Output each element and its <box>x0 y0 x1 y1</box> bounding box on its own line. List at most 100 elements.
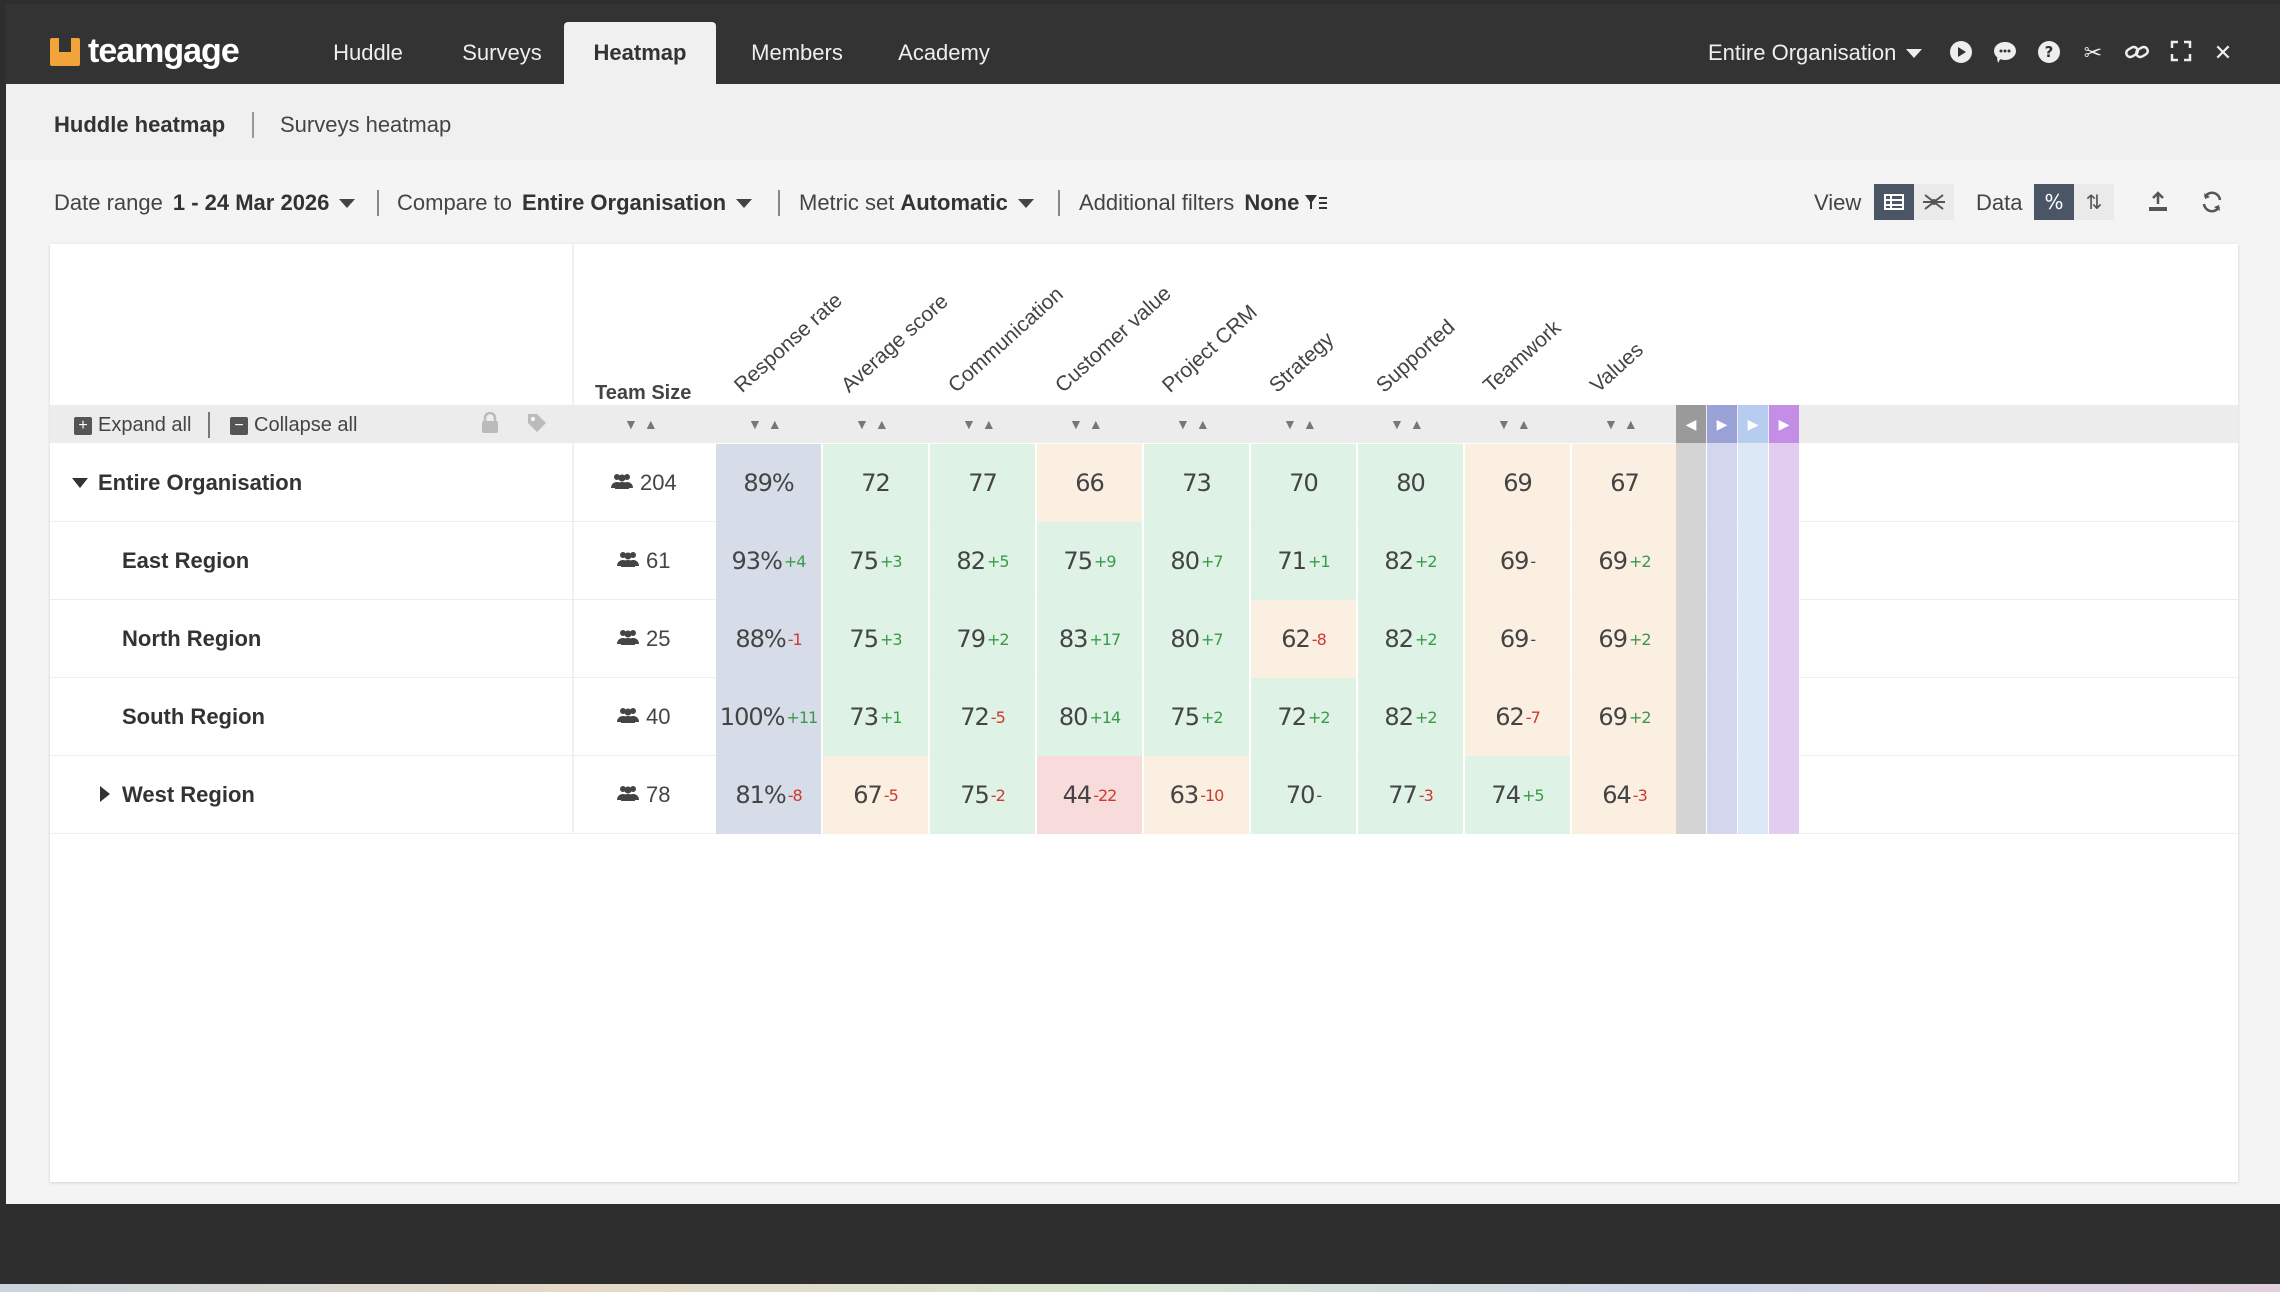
chat-icon[interactable] <box>1992 40 2018 66</box>
heatmap-cell[interactable]: 75 -2 <box>930 756 1036 834</box>
expand-all-button[interactable]: + Expand all <box>74 414 191 437</box>
collapse-all-button[interactable]: − Collapse all <box>230 414 357 437</box>
compare-filter[interactable]: Compare to Entire Organisation <box>397 190 753 216</box>
heatmap-cell[interactable]: 82 +2 <box>1358 522 1464 600</box>
table-row[interactable]: Entire Organisation 204 89% 72 77 66 73 70 80 69 6… <box>50 444 2238 522</box>
heatmap-cell[interactable]: 69 +2 <box>1572 522 1678 600</box>
close-icon[interactable]: ✕ <box>2213 40 2233 65</box>
row-name[interactable]: North Region <box>122 626 262 651</box>
heatmap-cell[interactable]: 88% -1 <box>716 600 822 678</box>
row-name[interactable]: East Region <box>122 548 250 573</box>
heatmap-cell[interactable]: 82 +2 <box>1358 678 1464 756</box>
heatmap-cell[interactable]: 69 +2 <box>1572 600 1678 678</box>
heatmap-cell[interactable]: 69- <box>1465 600 1571 678</box>
export-icon[interactable] <box>2138 184 2178 220</box>
scroll-left-icon[interactable]: ◀ <box>1676 405 1706 443</box>
heatmap-cell[interactable]: 75 +9 <box>1037 522 1143 600</box>
tab-huddle-heatmap[interactable]: Huddle heatmap <box>54 112 226 137</box>
heatmap-cell[interactable]: 72 +2 <box>1251 678 1357 756</box>
sort-metric-icon[interactable]: ▼▲ <box>748 416 788 432</box>
help-icon[interactable]: ? <box>2036 40 2062 66</box>
heatmap-cell[interactable]: 69- <box>1465 522 1571 600</box>
heatmap-cell[interactable]: 73 +1 <box>823 678 929 756</box>
heatmap-cell[interactable]: 77 -3 <box>1358 756 1464 834</box>
heatmap-cell[interactable]: 72 <box>823 444 929 522</box>
heatmap-cell[interactable]: 82 +5 <box>930 522 1036 600</box>
fullscreen-icon[interactable] <box>2168 40 2194 66</box>
percent-icon[interactable]: % <box>2034 184 2074 220</box>
heatmap-cell[interactable]: 63 -10 <box>1144 756 1250 834</box>
heatmap-cell[interactable]: 82 +2 <box>1358 600 1464 678</box>
heatmap-cell[interactable]: 67 -5 <box>823 756 929 834</box>
scroll-right-icon[interactable]: ▶ <box>1738 405 1768 443</box>
sort-metric-icon[interactable]: ▼▲ <box>1069 416 1109 432</box>
heatmap-cell[interactable]: 67 <box>1572 444 1678 522</box>
heatmap-cell[interactable]: 93% +4 <box>716 522 822 600</box>
sort-metric-icon[interactable]: ▼▲ <box>1176 416 1216 432</box>
table-row[interactable]: South Region 40 100% +11 73 +1 72 -5 80 +14 75 +2 72… <box>50 678 2238 756</box>
heatmap-cell[interactable]: 70 <box>1251 444 1357 522</box>
date-range-filter[interactable]: Date range 1 - 24 Mar 2026 <box>54 190 356 216</box>
sort-arrows-icon[interactable]: ⇅ <box>2074 184 2114 220</box>
tab-heatmap[interactable]: Heatmap <box>564 22 716 84</box>
additional-filters[interactable]: Additional filters None <box>1079 190 1328 216</box>
heatmap-cell[interactable]: 70- <box>1251 756 1357 834</box>
row-name[interactable]: Entire Organisation <box>98 470 303 495</box>
org-selector[interactable]: Entire Organisation <box>1708 40 1923 66</box>
heatmap-cell[interactable]: 71 +1 <box>1251 522 1357 600</box>
heatmap-cell[interactable]: 62 -8 <box>1251 600 1357 678</box>
heatmap-cell[interactable]: 64 -3 <box>1572 756 1678 834</box>
sort-metric-icon[interactable]: ▼▲ <box>1604 416 1644 432</box>
play-icon[interactable] <box>1948 40 1974 66</box>
sort-metric-icon[interactable]: ▼▲ <box>1497 416 1537 432</box>
heatmap-cell[interactable]: 66 <box>1037 444 1143 522</box>
refresh-icon[interactable] <box>2192 184 2232 220</box>
heatmap-cell[interactable]: 72 -5 <box>930 678 1036 756</box>
link-icon[interactable] <box>2124 40 2150 66</box>
sort-metric-icon[interactable]: ▼▲ <box>1283 416 1323 432</box>
table-row[interactable]: East Region 61 93% +4 75 +3 82 +5 75 +9 80 +7 71 +1 82… <box>50 522 2238 600</box>
network-view-icon[interactable] <box>1914 184 1954 220</box>
tab-surveys-heatmap[interactable]: Surveys heatmap <box>280 112 452 137</box>
sort-metric-icon[interactable]: ▼▲ <box>1390 416 1430 432</box>
heatmap-cell[interactable]: 74 +5 <box>1465 756 1571 834</box>
heatmap-cell[interactable]: 44 -22 <box>1037 756 1143 834</box>
lock-icon[interactable] <box>480 411 500 440</box>
row-name[interactable]: West Region <box>122 782 255 807</box>
heatmap-cell[interactable]: 69 <box>1465 444 1571 522</box>
heatmap-cell[interactable]: 81% -8 <box>716 756 822 834</box>
heatmap-cell[interactable]: 77 <box>930 444 1036 522</box>
tab-academy[interactable]: Academy <box>898 40 990 65</box>
tab-huddle[interactable]: Huddle <box>333 40 403 65</box>
expand-row-icon[interactable] <box>100 786 110 802</box>
tab-members[interactable]: Members <box>751 40 843 65</box>
heatmap-cell[interactable]: 62 -7 <box>1465 678 1571 756</box>
row-name[interactable]: South Region <box>122 704 265 729</box>
table-view-icon[interactable] <box>1874 184 1914 220</box>
sort-team-size-icon[interactable]: ▼▲ <box>624 416 664 432</box>
heatmap-cell[interactable]: 89% <box>716 444 822 522</box>
teamgage-logo[interactable]: teamgage <box>50 32 240 71</box>
scroll-right-icon[interactable]: ▶ <box>1707 405 1737 443</box>
scissors-icon[interactable]: ✂ <box>2083 40 2103 65</box>
heatmap-cell[interactable]: 80 +7 <box>1144 600 1250 678</box>
heatmap-cell[interactable]: 79 +2 <box>930 600 1036 678</box>
tab-surveys[interactable]: Surveys <box>462 40 542 65</box>
table-row[interactable]: North Region 25 88% -1 75 +3 79 +2 83 +17 80 +7 62 -8… <box>50 600 2238 678</box>
heatmap-cell[interactable]: 69 +2 <box>1572 678 1678 756</box>
heatmap-cell[interactable]: 80 +7 <box>1144 522 1250 600</box>
table-row[interactable]: West Region 78 81% -8 67 -5 75 -2 44 -22 63 -10 70-7… <box>50 756 2238 834</box>
heatmap-cell[interactable]: 80 <box>1358 444 1464 522</box>
heatmap-cell[interactable]: 75 +3 <box>823 522 929 600</box>
metric-set-filter[interactable]: Metric set Automatic <box>799 190 1034 216</box>
tag-icon[interactable] <box>526 412 548 440</box>
heatmap-cell[interactable]: 80 +14 <box>1037 678 1143 756</box>
heatmap-cell[interactable]: 75 +3 <box>823 600 929 678</box>
heatmap-cell[interactable]: 73 <box>1144 444 1250 522</box>
heatmap-cell[interactable]: 75 +2 <box>1144 678 1250 756</box>
heatmap-cell[interactable]: 83 +17 <box>1037 600 1143 678</box>
sort-metric-icon[interactable]: ▼▲ <box>962 416 1002 432</box>
sort-metric-icon[interactable]: ▼▲ <box>855 416 895 432</box>
collapse-row-icon[interactable] <box>72 478 88 488</box>
scroll-right-icon[interactable]: ▶ <box>1769 405 1799 443</box>
